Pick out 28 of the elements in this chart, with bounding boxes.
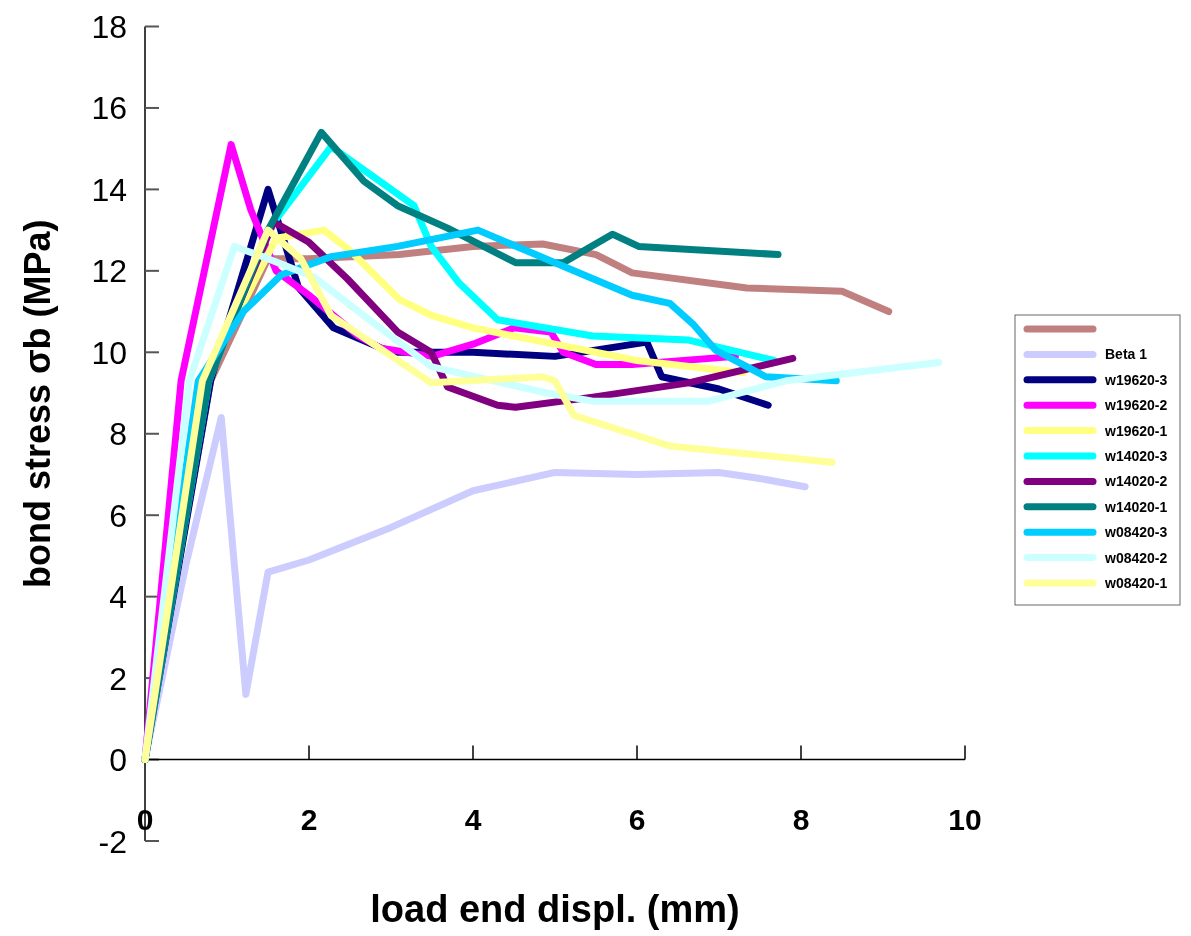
y-tick-label: 4 (109, 579, 127, 616)
x-tick-label: 10 (948, 802, 982, 836)
y-tick-label: 6 (109, 497, 127, 534)
y-tick-label: 2 (109, 660, 127, 697)
x-tick-label: 4 (464, 802, 482, 836)
legend-label: w08420-3 (1104, 524, 1168, 541)
legend-label: Beta 1 (1105, 346, 1148, 363)
x-axis-title: load end displ. (mm) (370, 888, 740, 930)
y-axis-title: bond stress σb (MPa) (17, 219, 58, 589)
legend-label: w19620-2 (1104, 397, 1168, 414)
y-tick-label: 8 (109, 416, 127, 453)
x-tick-label: 6 (628, 802, 646, 836)
x-tick-label: 8 (792, 802, 810, 836)
y-tick-label: 14 (91, 171, 127, 208)
legend-label: w14020-1 (1104, 498, 1168, 515)
legend-label: w14020-3 (1104, 447, 1168, 464)
legend-label: w19620-3 (1104, 371, 1168, 388)
y-tick-label: 12 (91, 253, 127, 290)
y-tick-label: 0 (109, 742, 127, 779)
y-tick-label: 18 (91, 9, 127, 46)
legend-label: w14020-2 (1104, 473, 1168, 490)
legend-label: w08420-2 (1104, 549, 1168, 566)
y-tick-label: 10 (91, 334, 127, 371)
x-tick-label: 2 (300, 802, 318, 836)
legend-label: w08420-1 (1104, 574, 1168, 591)
y-tick-label: 16 (91, 90, 127, 127)
y-tick-label: -2 (98, 823, 127, 860)
legend-label: w19620-1 (1104, 422, 1168, 439)
